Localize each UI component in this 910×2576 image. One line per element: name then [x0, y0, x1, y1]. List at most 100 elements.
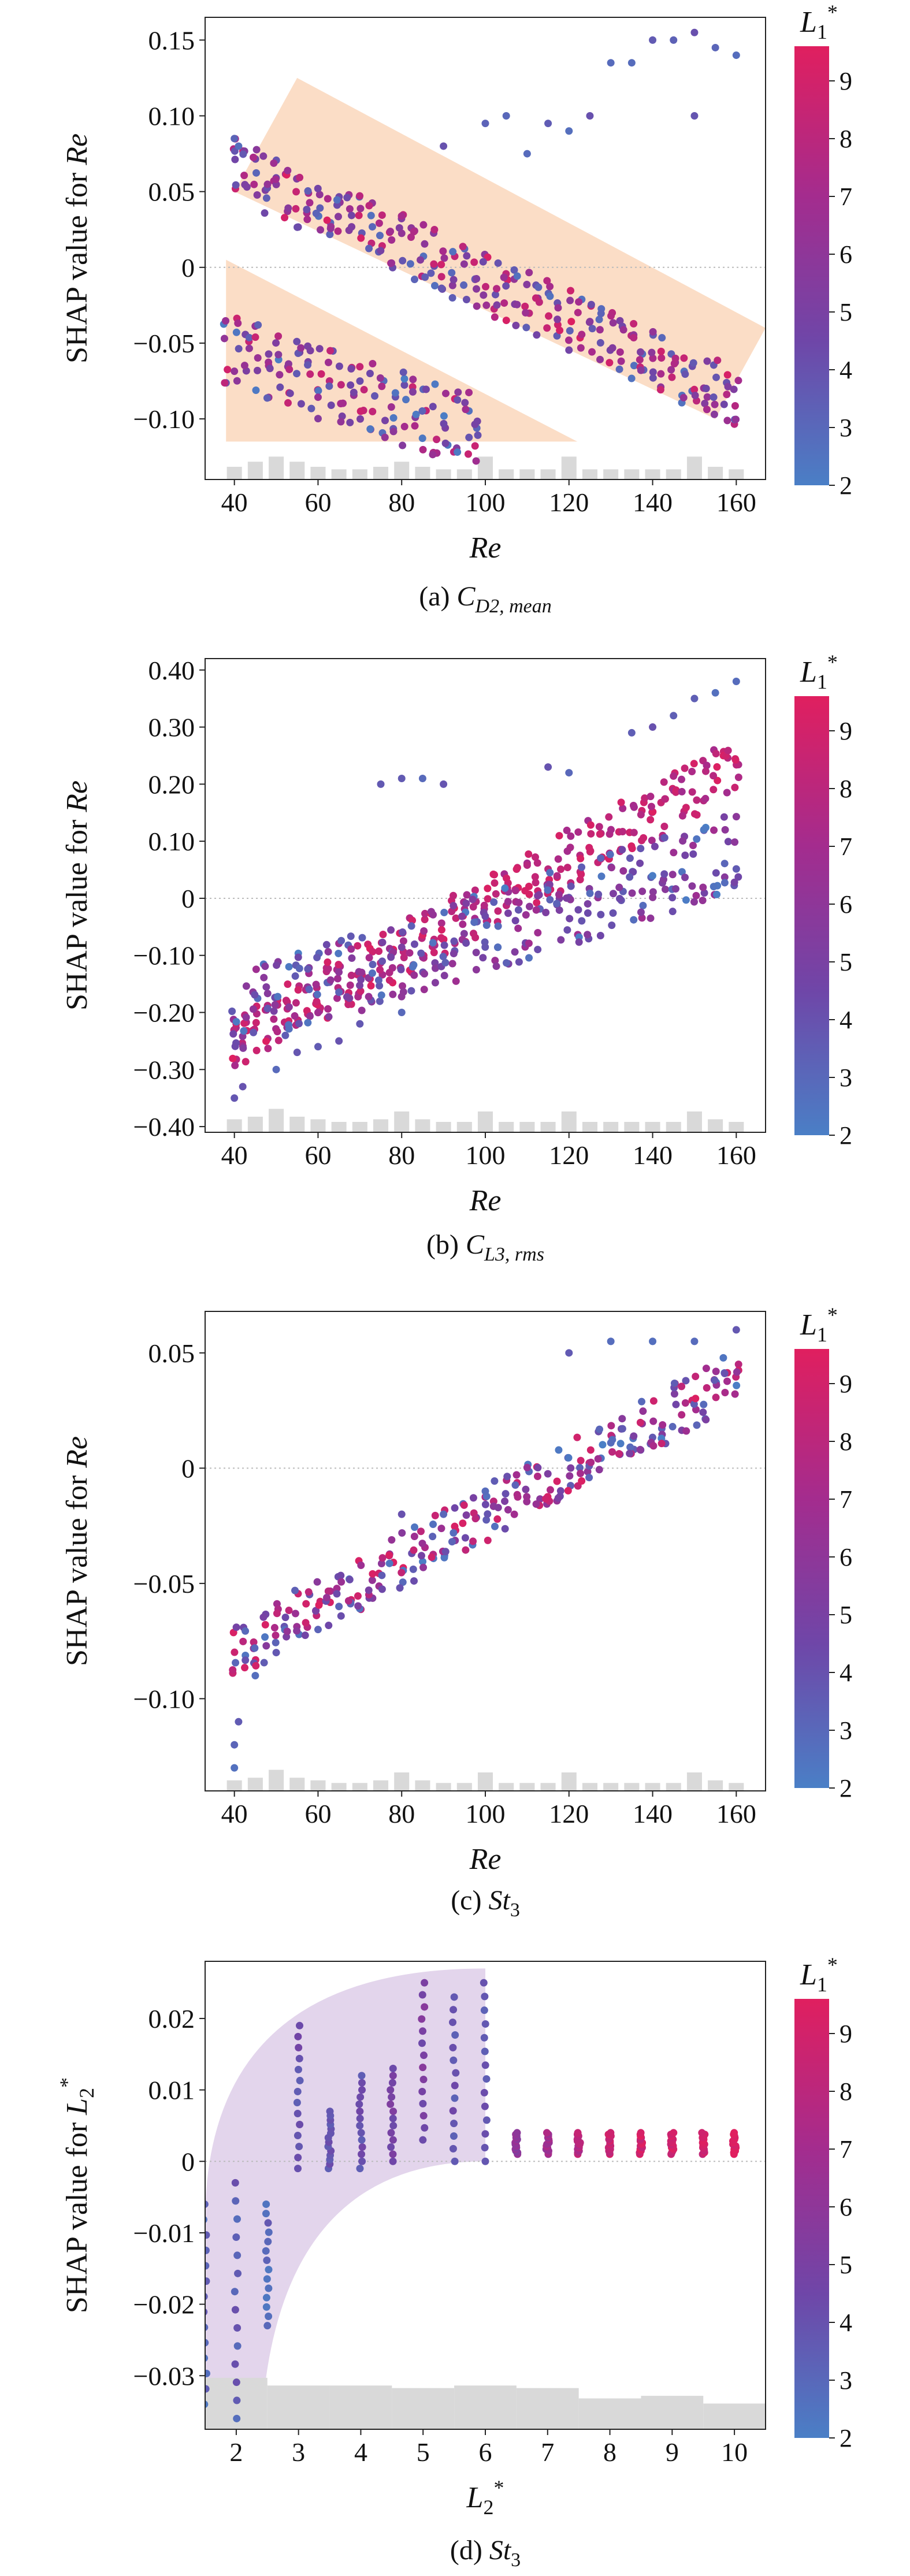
histogram-bar [310, 1119, 326, 1132]
histogram-bar [310, 467, 326, 479]
data-point [638, 1397, 646, 1406]
data-point [587, 300, 595, 308]
data-point [250, 1028, 258, 1036]
data-point [554, 315, 562, 324]
data-point [356, 192, 364, 200]
data-point [503, 959, 511, 967]
data-point [358, 2072, 366, 2080]
chart-panel-3: 40 60 80 100 120 140 160 0.05 0 −0.05 −0.10 Re SHAP … [61, 1303, 852, 1921]
data-point [231, 1741, 239, 1749]
data-point [335, 1037, 343, 1045]
data-point [462, 899, 470, 908]
data-point [418, 1991, 426, 1999]
colorbar-tick-label: 2 [840, 471, 852, 500]
data-point [344, 1001, 352, 1009]
data-point [702, 767, 710, 775]
data-point [599, 1441, 607, 1449]
data-point [240, 362, 248, 370]
data-point [481, 2020, 489, 2028]
data-point [285, 365, 294, 373]
data-point [732, 415, 740, 423]
y-axis-label: SHAP value for L2* [55, 2077, 98, 2313]
data-point [712, 750, 720, 758]
x-tick-label: 2 [229, 2437, 243, 2467]
panel-caption: (d) St3 [450, 2535, 521, 2571]
colorbar-label: L1* [800, 650, 838, 693]
data-point [419, 445, 427, 454]
data-point [649, 328, 657, 336]
data-point [532, 906, 540, 914]
data-point [481, 2157, 489, 2165]
data-point [304, 1018, 312, 1027]
data-point [385, 969, 393, 977]
data-point [235, 142, 243, 150]
data-point [265, 350, 273, 358]
histogram-bar [624, 1783, 640, 1791]
data-point [205, 2293, 208, 2300]
data-point [712, 373, 720, 381]
data-point [419, 221, 428, 229]
data-point [450, 950, 458, 958]
colorbar-label: L1* [800, 1, 838, 43]
data-point [731, 402, 739, 410]
data-point [399, 1578, 407, 1586]
data-point [397, 965, 405, 973]
histogram-bar [561, 1772, 577, 1791]
data-point [689, 850, 697, 858]
x-tick-label: 5 [417, 2437, 430, 2467]
colorbar-tick-label: 7 [840, 183, 852, 211]
data-point [533, 331, 541, 339]
data-point [681, 1399, 689, 1407]
histogram-bar [499, 1121, 514, 1132]
data-point [473, 417, 481, 425]
data-point [205, 2262, 210, 2270]
data-point [376, 232, 384, 240]
data-point [387, 403, 395, 411]
data-point [346, 981, 354, 989]
data-point [574, 308, 582, 317]
data-point [274, 332, 283, 340]
data-point [637, 908, 645, 916]
data-point [637, 811, 645, 819]
data-point [429, 1521, 437, 1529]
data-point [262, 1642, 270, 1650]
data-point [422, 385, 430, 393]
data-point [690, 28, 699, 36]
histogram-bar [226, 467, 242, 479]
data-point [263, 180, 272, 188]
data-point [502, 1490, 510, 1498]
data-point [323, 1593, 331, 1601]
data-point [734, 773, 742, 781]
data-point [324, 195, 332, 203]
colorbar-tick-label: 7 [840, 832, 852, 861]
data-point [448, 294, 456, 302]
colorbar-tick-label: 6 [840, 240, 852, 269]
data-point [232, 1018, 240, 1026]
histogram-bar [582, 469, 597, 479]
data-point [433, 436, 441, 444]
data-point [272, 1631, 280, 1640]
data-point [546, 869, 554, 877]
data-point [224, 366, 232, 374]
data-point [378, 938, 387, 946]
chart-panel-4: 2 3 4 5 6 7 8 9 10 0.02 0.01 0 −0.01 −0.02 −0.03 L2* SHA… [55, 1953, 852, 2571]
data-point [440, 419, 448, 428]
data-point [205, 2385, 210, 2393]
x-tick-label: 4 [354, 2437, 367, 2467]
data-point [734, 1361, 742, 1369]
data-point [419, 2099, 427, 2107]
data-point [459, 243, 467, 251]
data-point [711, 400, 719, 408]
x-tick-label: 120 [549, 1799, 589, 1828]
data-point [732, 678, 740, 686]
data-point [501, 884, 509, 892]
data-point [577, 854, 585, 863]
data-point [502, 282, 510, 290]
data-point [484, 1510, 492, 1518]
data-point [388, 236, 396, 244]
panel-caption: (b) CL3, rms [426, 1229, 544, 1265]
data-point [369, 947, 377, 956]
data-point [546, 895, 554, 904]
data-point [703, 406, 711, 414]
data-point [525, 850, 533, 858]
